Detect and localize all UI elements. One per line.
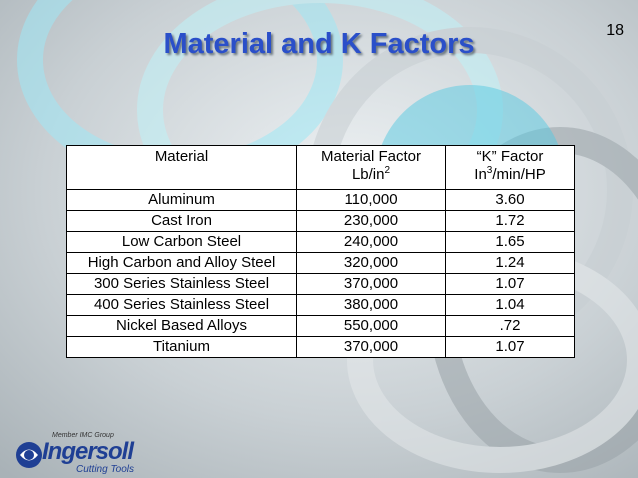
logo-tagline: Member IMC Group [52,432,114,439]
table-cell: Low Carbon Steel [66,231,297,253]
table-row: Nickel Based Alloys 550,000.72 [66,315,575,337]
header-text: In [474,166,487,183]
header-text: “K” Factor [476,148,544,165]
table-cell: 370,000 [296,336,446,358]
logo: Member IMC Group Ingersoll Cutting Tools [14,432,144,476]
table-cell: 380,000 [296,294,446,316]
table-row: 300 Series Stainless Steel 370,000 1.07 [66,273,575,295]
header-cell: Material [66,145,297,190]
table-cell: 3.60 [445,189,575,211]
table-cell: Nickel Based Alloys [66,315,297,337]
header-cell: Material Factor Lb/in2 [296,145,446,190]
table-row: 400 Series Stainless Steel 380,000 1.04 [66,294,575,316]
page-number: 18 [606,22,624,39]
header-text: /min/HP [492,166,546,183]
header-row: Material Material Factor Lb/in2 “K” Facto… [66,145,575,190]
table-cell: Titanium [66,336,297,358]
table-row: Cast Iron 230,000 1.72 [66,210,575,232]
superscript: 3 [486,165,493,176]
table-cell: 230,000 [296,210,446,232]
header-text: Material Factor [320,148,422,165]
table-row: Aluminum 110,000 3.60 [66,189,575,211]
table-row: Titanium 370,000 1.07 [66,336,575,358]
table-row: Low Carbon Steel 240,000 1.65 [66,231,575,253]
table-cell: 550,000 [296,315,446,337]
logo-sub: Cutting Tools [76,464,134,475]
superscript: 2 [384,165,391,176]
table-cell: 1.07 [445,273,575,295]
table-cell: Aluminum [66,189,297,211]
table-row: High Carbon and Alloy Steel 320,000 1.24 [66,252,575,274]
table-cell: 300 Series Stainless Steel [66,273,297,295]
header-text: Material [154,148,209,165]
table-body: Aluminum 110,000 3.60 Cast Iron 230,000 1.72 L… [66,189,575,358]
table-cell: 320,000 [296,252,446,274]
table-cell: 370,000 [296,273,446,295]
header-cell: “K” Factor In3/min/HP [445,145,575,190]
table-cell: 1.07 [445,336,575,358]
header-text: Lb/in [351,166,385,183]
table: Material Material Factor Lb/in2 “K” Facto… [66,145,575,358]
title: Material and K Factors [163,28,475,60]
logo-mark [16,442,42,468]
table-cell: High Carbon and Alloy Steel [66,252,297,274]
table-cell: 1.65 [445,231,575,253]
logo-brand: Ingersoll [42,438,134,465]
table-cell: 1.04 [445,294,575,316]
table-cell: .72 [445,315,575,337]
table-cell: 1.24 [445,252,575,274]
table-cell: 1.72 [445,210,575,232]
table-cell: 240,000 [296,231,446,253]
table-cell: 110,000 [296,189,446,211]
table-cell: 400 Series Stainless Steel [66,294,297,316]
table-cell: Cast Iron [66,210,297,232]
